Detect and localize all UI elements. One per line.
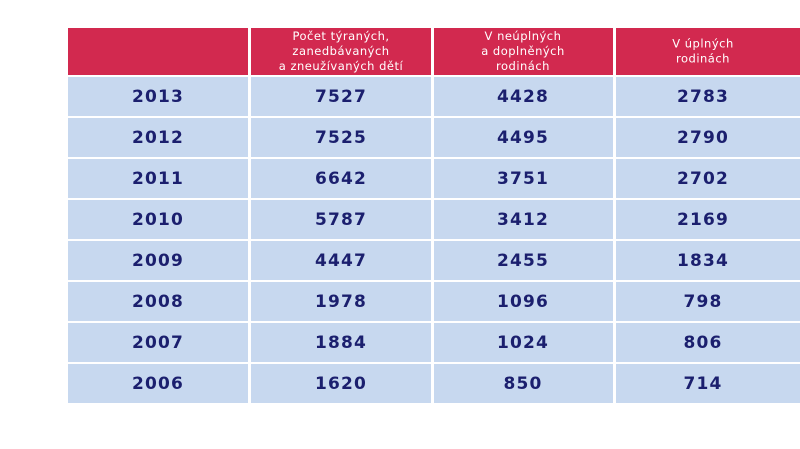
cell-text: 2702 xyxy=(677,169,729,189)
header-cell xyxy=(434,28,613,75)
cell-text: 1620 xyxy=(315,374,367,394)
header-text: rodinách xyxy=(676,52,730,66)
cell-text: 1978 xyxy=(315,292,367,312)
cell-text: 1024 xyxy=(497,333,549,353)
cell-text: 3751 xyxy=(497,169,549,189)
header-cell xyxy=(251,28,431,75)
cell xyxy=(434,364,613,403)
cell-text: 7527 xyxy=(315,87,367,107)
cell xyxy=(434,159,613,198)
cell xyxy=(68,282,248,321)
cell-text: 4495 xyxy=(497,128,549,148)
header-text: a doplněných xyxy=(481,44,565,58)
cell xyxy=(251,159,431,198)
cell xyxy=(251,118,431,157)
cell xyxy=(251,282,431,321)
cell-text: 2011 xyxy=(132,169,184,189)
header-text: rodinách xyxy=(496,59,550,73)
cell xyxy=(434,118,613,157)
cell xyxy=(616,323,800,362)
cell-text: 2006 xyxy=(132,374,184,394)
cell-text: 2455 xyxy=(497,251,549,271)
cell-text: 4447 xyxy=(315,251,367,271)
cell-text: 2012 xyxy=(132,128,184,148)
header-text: a zneužívaných dětí xyxy=(279,59,404,73)
header-cell xyxy=(68,28,248,75)
cell xyxy=(616,241,800,280)
cell-text: 2009 xyxy=(132,251,184,271)
cell xyxy=(616,118,800,157)
cell xyxy=(434,77,613,116)
cell xyxy=(68,323,248,362)
cell-text: 2013 xyxy=(132,87,184,107)
cell-text: 806 xyxy=(683,333,722,353)
header-text: V úplných xyxy=(672,37,734,51)
cell-text: 798 xyxy=(683,292,722,312)
cell xyxy=(616,364,800,403)
cell xyxy=(616,200,800,239)
cell xyxy=(68,241,248,280)
cell-text: 1884 xyxy=(315,333,367,353)
cell-text: 7525 xyxy=(315,128,367,148)
cell xyxy=(616,282,800,321)
header-text: zanedbávaných xyxy=(292,44,389,58)
cell-text: 4428 xyxy=(497,87,549,107)
cell-text: 850 xyxy=(503,374,542,394)
cell-text: 3412 xyxy=(497,210,549,230)
cell-text: 714 xyxy=(683,374,722,394)
cell xyxy=(68,159,248,198)
cell xyxy=(68,364,248,403)
cell xyxy=(434,200,613,239)
header-text: V neúplných xyxy=(485,29,562,43)
cell-text: 5787 xyxy=(315,210,367,230)
cell xyxy=(251,323,431,362)
cell-text: 1834 xyxy=(677,251,729,271)
cell-text: 2169 xyxy=(677,210,729,230)
cell xyxy=(68,118,248,157)
cell-text: 2007 xyxy=(132,333,184,353)
cell-text: 2783 xyxy=(677,87,729,107)
cell xyxy=(251,77,431,116)
cell xyxy=(251,364,431,403)
cell xyxy=(251,241,431,280)
cell xyxy=(251,200,431,239)
cell xyxy=(434,241,613,280)
header-text: Počet týraných, xyxy=(292,29,389,43)
cell-text: 6642 xyxy=(315,169,367,189)
cell xyxy=(434,323,613,362)
cell-text: 2790 xyxy=(677,128,729,148)
cell-text: 1096 xyxy=(497,292,549,312)
cell xyxy=(68,200,248,239)
cell xyxy=(616,77,800,116)
cell-text: 2010 xyxy=(132,210,184,230)
cell xyxy=(616,159,800,198)
header-cell xyxy=(616,28,800,75)
cell xyxy=(68,77,248,116)
cell-text: 2008 xyxy=(132,292,184,312)
cell xyxy=(434,282,613,321)
